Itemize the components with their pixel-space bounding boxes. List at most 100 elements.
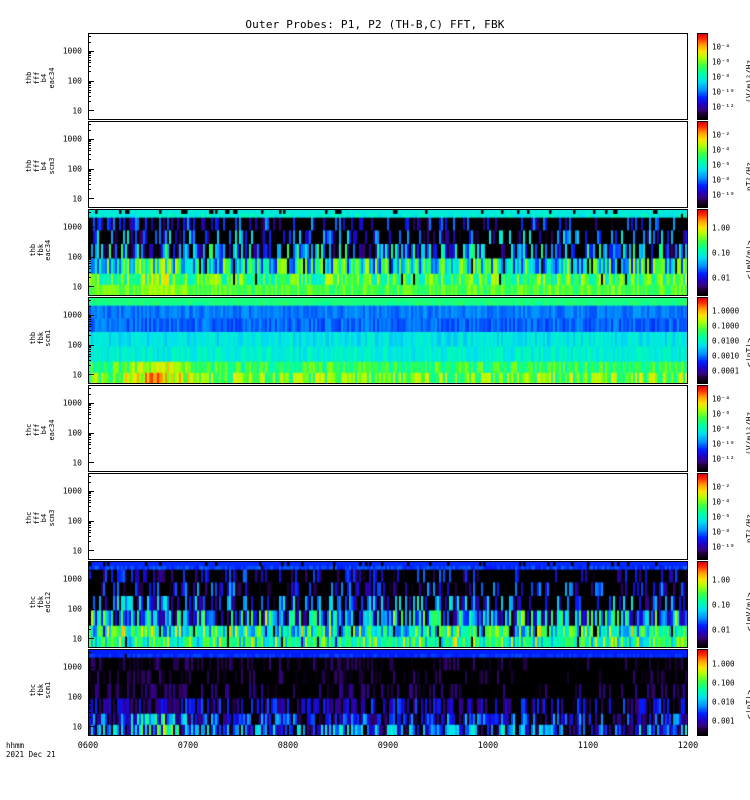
- y-minor-tick: [88, 317, 91, 319]
- y-tick-mark: [88, 726, 94, 728]
- y-minor-tick: [88, 349, 91, 351]
- panel-p7[interactable]: [88, 561, 688, 648]
- y-tick-label: 1000: [62, 222, 82, 232]
- y-tick-mark: [88, 374, 94, 376]
- y-minor-tick: [88, 351, 91, 353]
- y-minor-tick: [88, 263, 91, 265]
- y-minor-tick: [88, 697, 91, 699]
- panel-p8[interactable]: [88, 649, 688, 736]
- y-minor-tick: [88, 247, 91, 249]
- colorbar-cb4: [697, 297, 708, 384]
- y-minor-tick: [88, 667, 91, 669]
- y-minor-tick: [88, 55, 91, 57]
- panel-p5[interactable]: [88, 385, 688, 472]
- y-minor-tick: [88, 583, 91, 585]
- y-minor-tick: [88, 321, 91, 323]
- y-minor-tick: [88, 495, 91, 497]
- y-tick-mark: [88, 520, 94, 522]
- y-minor-tick: [88, 587, 91, 589]
- y-tick-label: 10: [72, 194, 82, 204]
- y-minor-tick: [88, 36, 91, 38]
- panel-label-p8: thc fbk scm1: [28, 681, 52, 699]
- y-minor-tick: [88, 300, 91, 302]
- colorbar-unit-cb3: <|mV/m|>: [745, 239, 750, 279]
- y-minor-tick: [88, 141, 91, 143]
- y-tick-label: 10: [72, 722, 82, 732]
- y-minor-tick: [88, 448, 91, 450]
- colorbar-tick-label: 10⁻¹⁰: [712, 190, 735, 199]
- colorbar-tick-label: 10⁻⁴: [712, 394, 731, 403]
- y-minor-tick: [88, 393, 91, 395]
- y-minor-tick: [88, 669, 91, 671]
- y-minor-tick: [88, 678, 91, 680]
- spectrogram-p8: [89, 650, 687, 735]
- y-minor-tick: [88, 564, 91, 566]
- y-tick-mark: [88, 402, 94, 404]
- y-minor-tick: [88, 212, 91, 214]
- y-minor-tick: [88, 407, 91, 409]
- y-minor-tick: [88, 71, 91, 73]
- y-minor-tick: [88, 579, 91, 581]
- colorbar-cb6: [697, 473, 708, 560]
- y-minor-tick: [88, 403, 91, 405]
- y-minor-tick: [88, 701, 91, 703]
- colorbar-tick-label: 0.0010: [712, 351, 740, 360]
- y-minor-tick: [88, 265, 91, 267]
- y-minor-tick: [88, 180, 91, 182]
- y-minor-tick: [88, 435, 91, 437]
- y-minor-tick: [88, 231, 91, 233]
- y-minor-tick: [88, 581, 91, 583]
- y-minor-tick: [88, 83, 91, 85]
- y-minor-tick: [88, 529, 91, 531]
- x-tick-label: 1000: [477, 741, 499, 751]
- y-tick-mark: [88, 168, 94, 170]
- y-tick-label: 100: [67, 340, 82, 350]
- y-minor-tick: [88, 169, 91, 171]
- y-minor-tick: [88, 699, 91, 701]
- y-minor-tick: [88, 147, 91, 149]
- y-minor-tick: [88, 41, 91, 43]
- y-minor-tick: [88, 497, 91, 499]
- colorbar-cb1: [697, 33, 708, 120]
- y-minor-tick: [88, 671, 91, 673]
- colorbar-tick-label: 10⁻⁶: [712, 160, 731, 169]
- y-tick-label: 10: [72, 282, 82, 292]
- panel-p4[interactable]: [88, 297, 688, 384]
- panel-p2[interactable]: [88, 121, 688, 208]
- y-minor-tick: [88, 51, 91, 53]
- y-minor-tick: [88, 238, 91, 240]
- panel-p3[interactable]: [88, 209, 688, 296]
- colorbar-cb7: [697, 561, 708, 648]
- x-tick-label: 1100: [577, 741, 599, 751]
- y-tick-label: 100: [67, 252, 82, 262]
- y-minor-tick: [88, 177, 91, 179]
- y-tick-label: 1000: [62, 486, 82, 496]
- y-minor-tick: [88, 476, 91, 478]
- y-minor-tick: [88, 129, 91, 131]
- colorbar-tick-label: 0.0100: [712, 336, 740, 345]
- y-minor-tick: [88, 326, 91, 328]
- y-minor-tick: [88, 365, 91, 367]
- y-tick-mark: [88, 344, 94, 346]
- colorbar-tick-label: 0.10: [712, 248, 731, 257]
- y-tick-label: 10: [72, 546, 82, 556]
- y-minor-tick: [88, 506, 91, 508]
- colorbar-tick-label: 10⁻¹⁰: [712, 87, 735, 96]
- y-minor-tick: [88, 491, 91, 493]
- y-minor-tick: [88, 145, 91, 147]
- panel-p1[interactable]: [88, 33, 688, 120]
- y-minor-tick: [88, 229, 91, 231]
- colorbar-cb5: [697, 385, 708, 472]
- colorbar-tick-label: 1.000: [712, 659, 735, 669]
- panel-p6[interactable]: [88, 473, 688, 560]
- y-minor-tick: [88, 154, 91, 156]
- y-minor-tick: [88, 609, 91, 611]
- y-minor-tick: [88, 356, 91, 358]
- y-minor-tick: [88, 227, 91, 229]
- y-minor-tick: [88, 441, 91, 443]
- y-tick-mark: [88, 666, 94, 668]
- y-minor-tick: [88, 521, 91, 523]
- colorbar-unit-cb5: (V/m)²/Hz: [745, 411, 750, 455]
- y-minor-tick: [88, 189, 91, 191]
- y-minor-tick: [88, 590, 91, 592]
